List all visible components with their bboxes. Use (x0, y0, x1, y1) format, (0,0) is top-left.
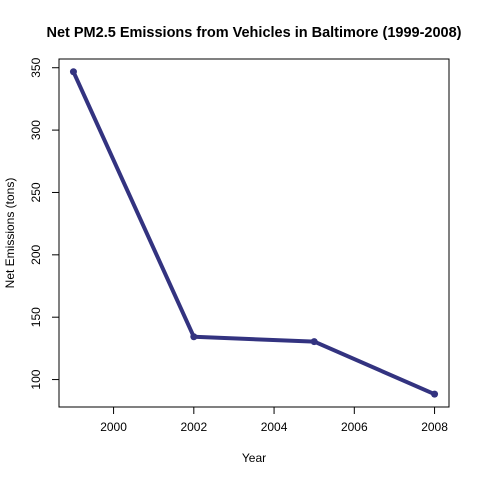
x-tick-label: 2000 (100, 420, 127, 434)
y-tick-label: 350 (29, 57, 43, 77)
data-point (69, 68, 77, 76)
data-point (431, 390, 439, 398)
series-line (71, 69, 437, 397)
series-group (69, 68, 439, 398)
y-tick-label: 300 (29, 120, 43, 140)
x-tick-label: 2006 (341, 420, 368, 434)
y-tick-label: 200 (29, 244, 43, 264)
x-tick-label: 2002 (180, 420, 207, 434)
x-tick-label: 2008 (421, 420, 448, 434)
x-tick-label: 2004 (261, 420, 288, 434)
plot-frame (58, 58, 450, 408)
data-point (190, 333, 198, 341)
x-axis-label: Year (242, 451, 266, 465)
x-axis: 2000 2002 2004 2006 2008 (100, 406, 448, 434)
chart-title: Net PM2.5 Emissions from Vehicles in Bal… (46, 25, 461, 41)
y-tick-label: 150 (29, 307, 43, 327)
y-tick-label: 250 (29, 182, 43, 202)
data-point (310, 338, 318, 346)
y-tick-label: 100 (29, 369, 43, 389)
y-axis-label: Net Emissions (tons) (3, 178, 17, 289)
y-axis: 100 150 200 250 300 350 (29, 57, 60, 390)
